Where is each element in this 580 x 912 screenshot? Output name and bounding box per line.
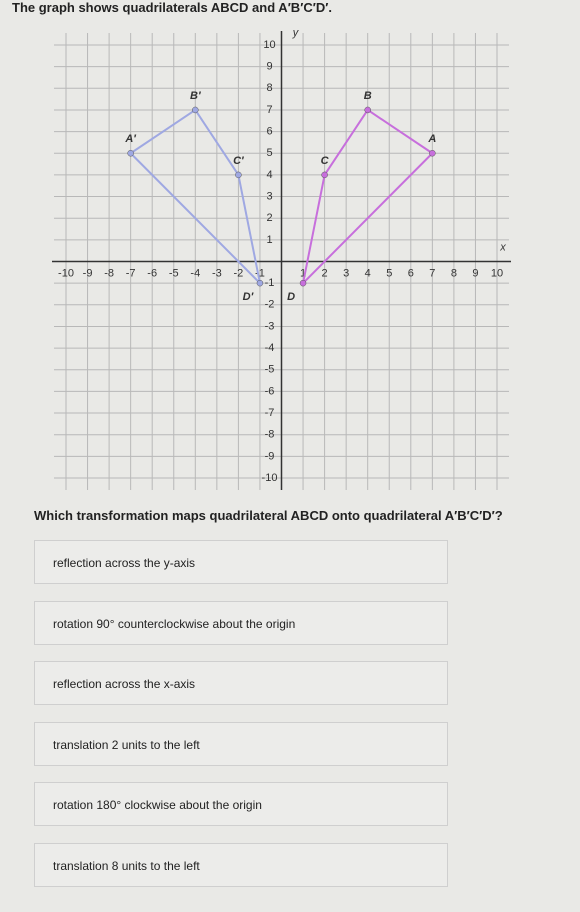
vertex-label: A′ (124, 133, 137, 145)
x-tick-label: -2 (234, 267, 244, 279)
vertex-label: B (364, 90, 372, 102)
y-tick-label: 9 (266, 61, 272, 73)
x-tick-label: -8 (104, 267, 114, 279)
y-tick-label: -2 (265, 299, 275, 311)
x-tick-label: 2 (322, 267, 328, 279)
x-tick-label: 9 (472, 267, 478, 279)
answer-option[interactable]: reflection across the y-axis (34, 540, 448, 584)
vertex-label: A (427, 133, 436, 145)
y-tick-label: 1 (266, 234, 272, 246)
vertex (321, 171, 328, 179)
y-tick-label: -5 (265, 364, 275, 376)
y-tick-label: -8 (265, 429, 275, 441)
x-tick-label: 1 (300, 267, 306, 279)
vertex (192, 106, 199, 114)
x-tick-label: 3 (343, 267, 349, 279)
y-tick-label: -7 (265, 407, 275, 419)
y-tick-label: -10 (262, 472, 278, 484)
x-tick-label: 6 (408, 267, 414, 279)
x-tick-label: -9 (83, 267, 93, 279)
vertex-label: C′ (233, 155, 245, 167)
x-tick-label: -3 (212, 267, 222, 279)
x-tick-label: -6 (147, 267, 157, 279)
x-axis-label: x (499, 241, 506, 253)
y-tick-label: 10 (263, 39, 275, 51)
answer-option[interactable]: translation 8 units to the left (34, 843, 448, 887)
y-tick-label: -9 (265, 450, 275, 462)
x-tick-label: 10 (491, 267, 503, 279)
y-tick-label: -1 (265, 277, 275, 289)
y-tick-label: 3 (266, 190, 272, 202)
vertex (256, 279, 264, 287)
answer-option[interactable]: reflection across the x-axis (34, 661, 448, 706)
x-tick-label: 5 (386, 267, 392, 279)
vertex-label: C (321, 155, 330, 167)
y-tick-label: 6 (266, 126, 272, 138)
prompt: Which transformation maps quadrilateral … (34, 508, 503, 523)
y-tick-label: 7 (266, 104, 272, 116)
y-tick-label: 4 (266, 169, 272, 181)
vertex-label: D (287, 291, 295, 303)
x-tick-label: 4 (365, 267, 371, 279)
vertex (364, 106, 371, 114)
y-tick-label: 8 (266, 82, 272, 94)
x-tick-label: 7 (429, 267, 435, 279)
vertex (429, 150, 436, 157)
vertex (235, 171, 242, 179)
answer-option[interactable]: translation 2 units to the left (34, 721, 448, 766)
x-tick-label: -7 (126, 267, 136, 279)
intro: The graph shows quadrilaterals ABCD and … (12, 0, 332, 15)
vertex-label: B′ (190, 90, 202, 102)
vertex-label: D′ (243, 291, 255, 303)
x-tick-label: -10 (58, 267, 74, 279)
vertex (299, 279, 307, 287)
answer-option[interactable]: rotation 180° clockwise about the origin (34, 782, 448, 827)
y-tick-label: -4 (265, 342, 275, 354)
y-tick-label: 5 (266, 147, 272, 159)
x-tick-label: -5 (169, 267, 179, 279)
y-tick-label: 2 (266, 212, 272, 224)
vertex (127, 150, 134, 157)
answer-option[interactable]: rotation 90° counterclockwise about the … (34, 600, 448, 645)
y-tick-label: -3 (265, 320, 275, 332)
y-tick-label: -6 (265, 385, 275, 397)
y-axis-label: y (292, 27, 300, 39)
x-tick-label: -1 (255, 267, 265, 279)
x-tick-label: -4 (190, 267, 200, 279)
x-tick-label: 8 (451, 267, 457, 279)
graph: -10 -9 -8 -7 -6 -5 -4 -3 -2 -1 1 2 3 4 5 6 7 8 9 10-10-9-8-… (52, 27, 511, 490)
